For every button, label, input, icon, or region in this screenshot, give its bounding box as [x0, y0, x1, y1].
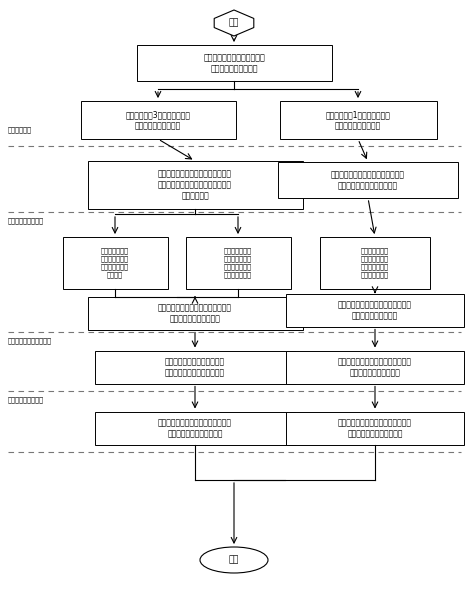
Text: 原有常规加速冷却过程控制系统计算
获得层流冷却区域内冷却规程: 原有常规加速冷却过程控制系统计算 获得层流冷却区域内冷却规程 [331, 170, 405, 190]
Text: 轧后钢板通过轧后测温仪: 轧后钢板通过轧后测温仪 [8, 338, 52, 344]
Text: 轧机二级向中厚板轧后冷却系
统发送冷却模式控制字: 轧机二级向中厚板轧后冷却系 统发送冷却模式控制字 [203, 53, 265, 73]
Ellipse shape [200, 547, 268, 573]
FancyBboxPatch shape [278, 162, 458, 198]
Text: 超快冷区域内冷
却规程传递给新
增超快冷基础自
动化执行: 超快冷区域内冷 却规程传递给新 增超快冷基础自 动化执行 [101, 248, 129, 278]
Text: 钢板通过冷后测温仪: 钢板通过冷后测温仪 [8, 397, 44, 403]
FancyBboxPatch shape [95, 350, 295, 383]
Text: 新增超快速冷却控制系统根据实测来
钢终轧温度修正冷却规程: 新增超快速冷却控制系统根据实测来 钢终轧温度修正冷却规程 [158, 303, 232, 323]
FancyBboxPatch shape [286, 350, 464, 383]
Text: 原常规加速冷却控制系统根据实测来
钢终冷温度进行自学习计算: 原常规加速冷却控制系统根据实测来 钢终冷温度进行自学习计算 [338, 418, 412, 438]
Text: 常规加速冷却控制系统根据实测来钢
终轧温度修正冷却规程: 常规加速冷却控制系统根据实测来钢 终轧温度修正冷却规程 [338, 300, 412, 320]
Text: 新增超快速冷却过程控制系统预计算
超快冷区域内冷却规程及层流冷却区
域内冷却规程: 新增超快速冷却过程控制系统预计算 超快冷区域内冷却规程及层流冷却区 域内冷却规程 [158, 169, 232, 200]
Text: 层流冷却区域内
冷却规程传递给
原常规加速冷却
基础自动化执行: 层流冷却区域内 冷却规程传递给 原常规加速冷却 基础自动化执行 [361, 248, 389, 278]
Text: 层流冷却区域内
冷却规程传递给
原常规加速冷却
基础自动化执行: 层流冷却区域内 冷却规程传递给 原常规加速冷却 基础自动化执行 [224, 248, 252, 278]
Text: 结束: 结束 [229, 556, 239, 565]
FancyBboxPatch shape [286, 293, 464, 326]
FancyBboxPatch shape [320, 237, 430, 289]
FancyBboxPatch shape [286, 412, 464, 445]
FancyBboxPatch shape [62, 237, 167, 289]
FancyBboxPatch shape [186, 237, 290, 289]
Text: 由通讯系统传递给新增超快速
冷却基础自动化控制系统执行: 由通讯系统传递给新增超快速 冷却基础自动化控制系统执行 [165, 357, 225, 377]
Text: 轧制末道次抛钢时刻: 轧制末道次抛钢时刻 [8, 218, 44, 224]
Text: 当冷却模式为1，原常规加速冷
却过程控制系统被激活: 当冷却模式为1，原常规加速冷 却过程控制系统被激活 [325, 110, 390, 130]
Text: 当冷却模式为3，新增超快速冷
却过程控制系统被激活: 当冷却模式为3，新增超快速冷 却过程控制系统被激活 [126, 110, 190, 130]
Text: 由通讯系统传递给原有常规加速冷却
基础自动化控制系统执行: 由通讯系统传递给原有常规加速冷却 基础自动化控制系统执行 [338, 357, 412, 377]
Text: 开始: 开始 [229, 19, 239, 28]
FancyBboxPatch shape [95, 412, 295, 445]
Text: 新增超快速冷却控制系统根据实测来
钢终冷温度进行自学习计算: 新增超快速冷却控制系统根据实测来 钢终冷温度进行自学习计算 [158, 418, 232, 438]
FancyBboxPatch shape [88, 296, 303, 329]
Polygon shape [214, 10, 254, 36]
FancyBboxPatch shape [88, 161, 303, 209]
Text: 钢板出炉时刻: 钢板出炉时刻 [8, 127, 32, 133]
FancyBboxPatch shape [280, 101, 437, 139]
FancyBboxPatch shape [136, 45, 332, 81]
FancyBboxPatch shape [81, 101, 235, 139]
